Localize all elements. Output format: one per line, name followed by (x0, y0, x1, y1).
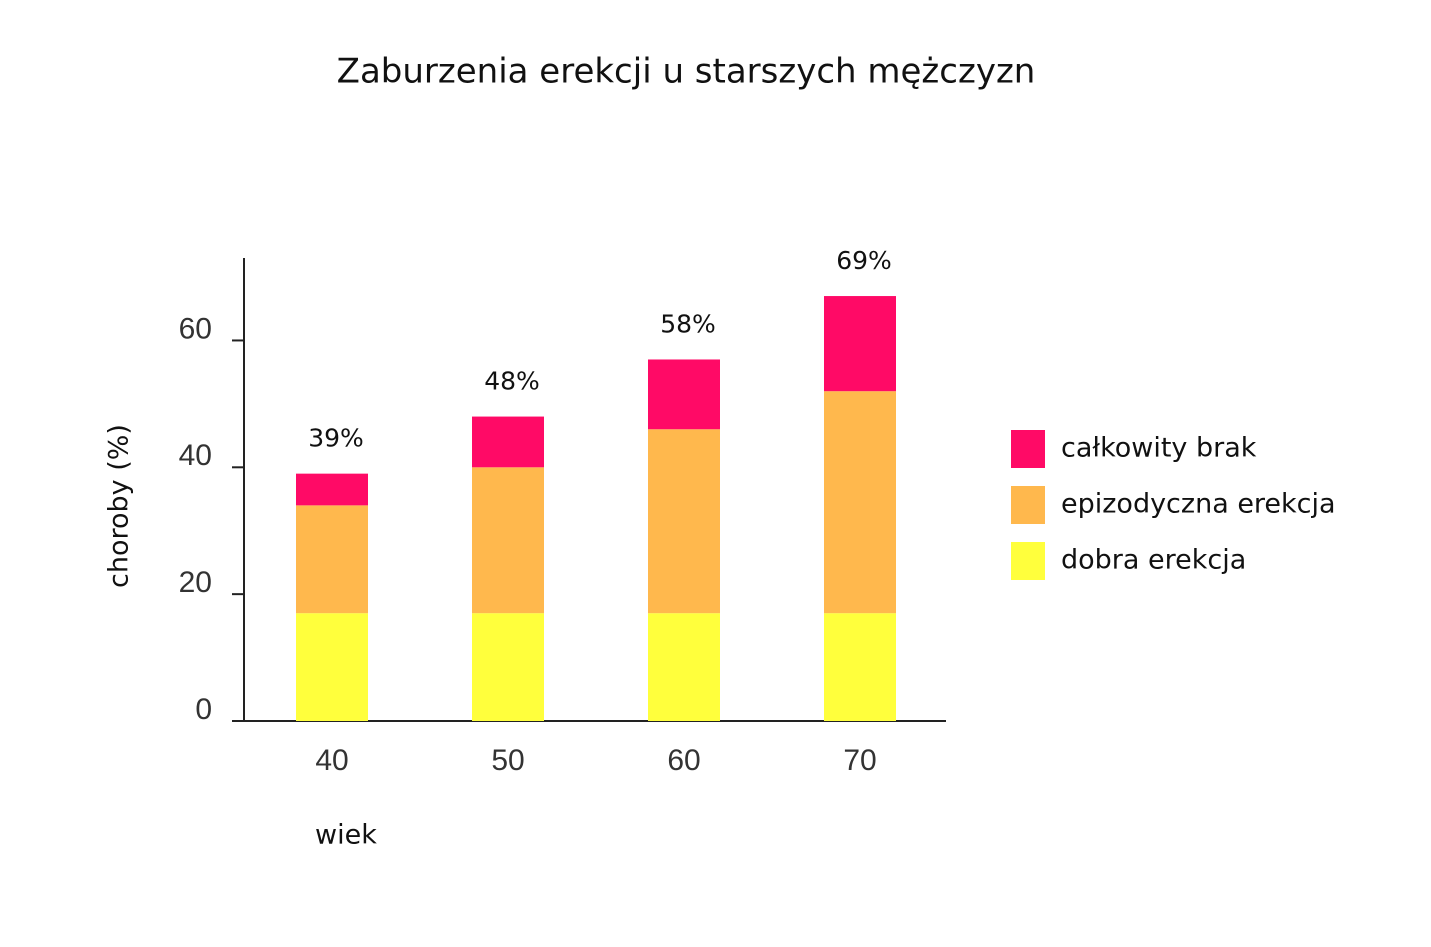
bar-segment (472, 416, 544, 468)
bar-segment (824, 391, 896, 614)
bar-segment (824, 296, 896, 392)
bar-segment (296, 473, 368, 506)
bar-segment (472, 613, 544, 721)
chart-title: Zaburzenia erekcji u starszych mężczyzn (337, 52, 1036, 92)
legend-swatch (1011, 430, 1045, 468)
x-axis-label: wiek (315, 820, 377, 851)
x-tick-label: 70 (843, 744, 876, 777)
x-tick-label: 40 (315, 744, 348, 777)
y-tick-label: 40 (179, 439, 212, 472)
bar-segment (648, 359, 720, 430)
total-label: 39% (308, 424, 364, 453)
total-label: 69% (836, 246, 892, 275)
x-tick-label: 50 (491, 744, 524, 777)
bar-segment (824, 613, 896, 721)
bar-segment (648, 429, 720, 614)
y-axis-label: choroby (%) (104, 424, 135, 588)
y-tick-label: 60 (179, 312, 212, 345)
bar-segment (296, 505, 368, 614)
legend-swatch (1011, 542, 1045, 580)
total-label: 48% (484, 367, 540, 396)
bar-segment (296, 613, 368, 721)
bar-segment (472, 467, 544, 614)
x-tick-label: 60 (667, 744, 700, 777)
y-tick-label: 20 (179, 566, 212, 599)
legend-label: epizodyczna erekcja (1061, 489, 1336, 520)
total-label: 58% (660, 309, 716, 338)
bar-segment (648, 613, 720, 721)
legend-label: całkowity brak (1061, 433, 1257, 464)
legend-swatch (1011, 486, 1045, 524)
legend-label: dobra erekcja (1061, 545, 1246, 576)
y-tick-label: 0 (195, 693, 212, 726)
